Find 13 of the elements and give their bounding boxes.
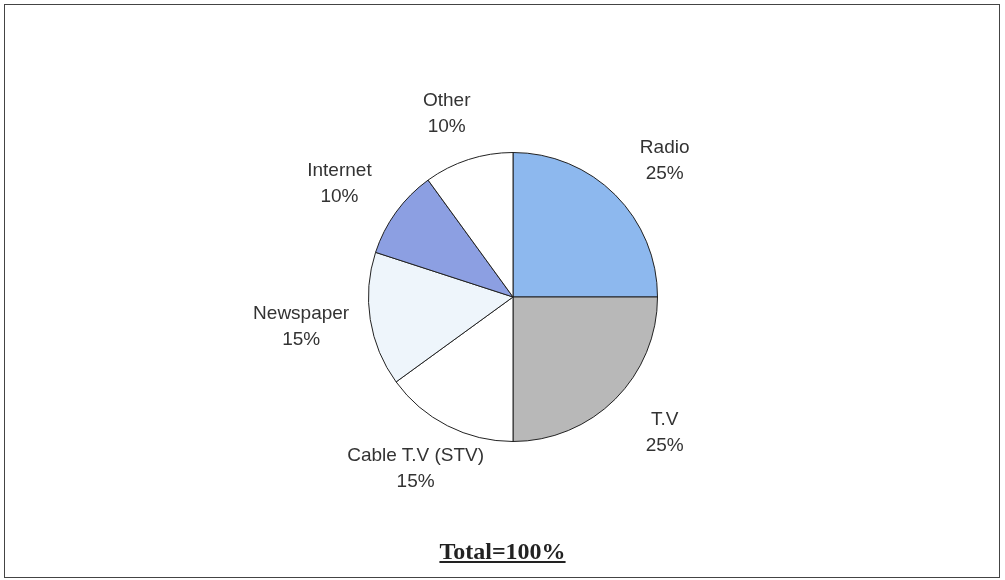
data-label: 10% (427, 115, 466, 137)
slice-label: Radio (639, 136, 690, 158)
text: Total=100% (438, 538, 567, 565)
data-label: 25% (645, 434, 684, 456)
data-label: 25% (645, 162, 684, 184)
data-label: 15% (282, 328, 321, 350)
slice-label: Other (422, 89, 472, 111)
slice-label: Internet (307, 159, 373, 181)
data-label: 15% (396, 469, 435, 491)
slice-label: Newspaper (253, 302, 350, 324)
slice-label: T.V (650, 408, 679, 430)
slice-label: Cable T.V (STV) (347, 443, 485, 465)
data-label: 10% (320, 185, 359, 207)
